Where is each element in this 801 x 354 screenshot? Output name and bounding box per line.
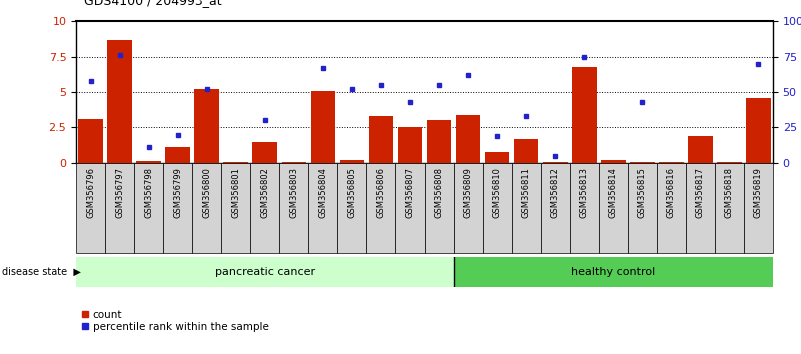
FancyBboxPatch shape bbox=[598, 163, 628, 253]
Bar bbox=[572, 67, 597, 163]
Text: GSM356814: GSM356814 bbox=[609, 167, 618, 218]
Bar bbox=[456, 115, 481, 163]
Text: GSM356804: GSM356804 bbox=[319, 167, 328, 218]
Bar bbox=[136, 161, 161, 163]
FancyBboxPatch shape bbox=[192, 163, 221, 253]
Text: GSM356798: GSM356798 bbox=[144, 167, 153, 218]
Text: GSM356802: GSM356802 bbox=[260, 167, 269, 218]
Text: GSM356818: GSM356818 bbox=[725, 167, 734, 218]
FancyBboxPatch shape bbox=[714, 163, 744, 253]
FancyBboxPatch shape bbox=[76, 257, 453, 287]
Text: GSM356811: GSM356811 bbox=[521, 167, 530, 218]
Text: GSM356806: GSM356806 bbox=[376, 167, 385, 218]
FancyBboxPatch shape bbox=[396, 163, 425, 253]
FancyBboxPatch shape bbox=[686, 163, 714, 253]
Bar bbox=[78, 119, 103, 163]
FancyBboxPatch shape bbox=[744, 163, 773, 253]
FancyBboxPatch shape bbox=[337, 163, 366, 253]
Text: GSM356813: GSM356813 bbox=[580, 167, 589, 218]
FancyBboxPatch shape bbox=[657, 163, 686, 253]
Text: GSM356819: GSM356819 bbox=[754, 167, 763, 218]
Bar bbox=[543, 162, 568, 163]
FancyBboxPatch shape bbox=[570, 163, 598, 253]
FancyBboxPatch shape bbox=[453, 163, 482, 253]
Bar bbox=[688, 136, 713, 163]
FancyBboxPatch shape bbox=[308, 163, 337, 253]
Bar bbox=[340, 160, 364, 163]
FancyBboxPatch shape bbox=[453, 257, 773, 287]
Text: GSM356816: GSM356816 bbox=[667, 167, 676, 218]
Bar bbox=[311, 91, 336, 163]
Bar bbox=[397, 127, 422, 163]
Bar bbox=[368, 116, 393, 163]
FancyBboxPatch shape bbox=[482, 163, 512, 253]
Text: GSM356808: GSM356808 bbox=[435, 167, 444, 218]
Bar bbox=[165, 147, 190, 163]
FancyBboxPatch shape bbox=[425, 163, 453, 253]
Bar bbox=[746, 98, 771, 163]
Text: GSM356800: GSM356800 bbox=[203, 167, 211, 218]
FancyBboxPatch shape bbox=[221, 163, 250, 253]
Text: GSM356796: GSM356796 bbox=[87, 167, 95, 218]
Text: GSM356801: GSM356801 bbox=[231, 167, 240, 218]
Text: healthy control: healthy control bbox=[571, 267, 655, 277]
Bar bbox=[601, 160, 626, 163]
Text: pancreatic cancer: pancreatic cancer bbox=[215, 267, 315, 277]
FancyBboxPatch shape bbox=[163, 163, 192, 253]
Legend: count, percentile rank within the sample: count, percentile rank within the sample bbox=[82, 310, 268, 332]
Text: GSM356812: GSM356812 bbox=[551, 167, 560, 218]
FancyBboxPatch shape bbox=[250, 163, 280, 253]
FancyBboxPatch shape bbox=[105, 163, 134, 253]
FancyBboxPatch shape bbox=[134, 163, 163, 253]
Text: GSM356799: GSM356799 bbox=[173, 167, 182, 218]
Bar bbox=[630, 162, 654, 163]
Text: GSM356807: GSM356807 bbox=[405, 167, 414, 218]
Text: GDS4100 / 204993_at: GDS4100 / 204993_at bbox=[84, 0, 222, 6]
Bar bbox=[427, 120, 452, 163]
FancyBboxPatch shape bbox=[512, 163, 541, 253]
FancyBboxPatch shape bbox=[541, 163, 570, 253]
Bar bbox=[659, 162, 684, 163]
Text: GSM356797: GSM356797 bbox=[115, 167, 124, 218]
FancyBboxPatch shape bbox=[280, 163, 308, 253]
Bar bbox=[513, 139, 538, 163]
Bar bbox=[107, 40, 132, 163]
Bar bbox=[717, 162, 742, 163]
Text: GSM356815: GSM356815 bbox=[638, 167, 646, 218]
Text: GSM356810: GSM356810 bbox=[493, 167, 501, 218]
Text: GSM356805: GSM356805 bbox=[348, 167, 356, 218]
FancyBboxPatch shape bbox=[76, 163, 105, 253]
Bar bbox=[195, 89, 219, 163]
FancyBboxPatch shape bbox=[628, 163, 657, 253]
Text: GSM356817: GSM356817 bbox=[696, 167, 705, 218]
Text: GSM356809: GSM356809 bbox=[464, 167, 473, 218]
Bar bbox=[485, 152, 509, 163]
Text: GSM356803: GSM356803 bbox=[289, 167, 298, 218]
Bar bbox=[252, 142, 277, 163]
Text: disease state  ▶: disease state ▶ bbox=[2, 267, 80, 277]
FancyBboxPatch shape bbox=[366, 163, 396, 253]
Bar bbox=[223, 162, 248, 163]
Bar bbox=[281, 162, 306, 163]
